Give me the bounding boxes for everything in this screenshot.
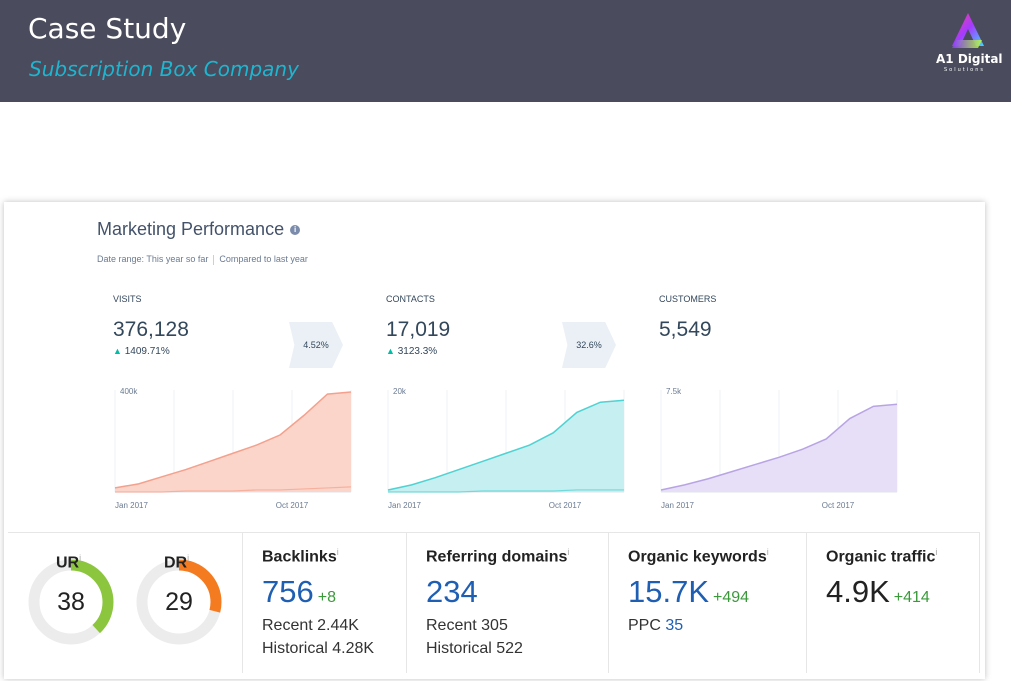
info-icon[interactable]: i [935,547,938,557]
info-icon[interactable]: i [79,553,82,563]
organic-keywords-panel: Organic keywordsi 15.7K +494 PPC 35 [608,533,806,673]
referring-title: Referring domainsi [426,547,569,566]
traffic-title-text: Organic traffic [826,548,936,566]
page-title: Case Study [28,12,187,45]
info-icon[interactable]: i [290,225,301,236]
ur-label-text: UR [56,554,80,572]
page-subtitle: Subscription Box Company [29,57,299,81]
keywords-title: Organic keywordsi [628,547,769,566]
series-line [114,391,352,489]
series-line [387,399,625,491]
customers-chart: 7.5k Jan 2017 Oct 2017 [660,387,898,510]
x-tick-label: Jan 2017 [115,501,148,510]
traffic-number: 4.9K [826,574,890,609]
header-bar: Case Study Subscription Box Company A1 D… [0,0,1011,102]
logo-text: A1 Digital [936,52,1003,66]
series-line [660,403,898,491]
conversion-arrow: 4.52% [289,322,343,368]
x-tick-label: Jan 2017 [388,501,421,510]
x-tick-label: Jan 2017 [661,501,694,510]
traffic-value[interactable]: 4.9K +414 [826,574,930,610]
dr-label: DRi [164,553,189,572]
kpi-contacts: CONTACTS 17,019 ▲ 3123.3% [386,294,626,357]
kpi-label: VISITS [113,294,142,304]
referring-domains-panel: Referring domainsi 234 Recent 305 Histor… [406,533,608,673]
kpi-customers: CUSTOMERS 5,549 [659,294,899,342]
previous-year-line [388,489,624,493]
divider [213,254,215,265]
kpi-growth: ▲ 3123.3% [386,346,626,357]
backlinks-number: 756 [262,574,314,609]
date-range-text: Date range: This year so far [97,254,209,264]
y-max-label: 20k [393,387,407,396]
dr-value: 29 [165,588,193,616]
marketing-performance-title: Marketing Performance i [97,219,301,240]
traffic-title: Organic traffici [826,547,937,566]
info-icon[interactable]: i [766,547,769,557]
x-tick-label: Oct 2017 [822,501,855,510]
kpi-growth-text: 1409.71% [124,346,170,357]
ur-value: 38 [57,588,85,616]
backlinks-panel: Backlinksi 756 +8 Recent 2.44K Historical… [242,533,406,673]
organic-traffic-panel: Organic traffici 4.9K +414 [806,533,980,673]
up-triangle-icon: ▲ [113,346,122,356]
visits-chart: 400k Jan 2017 Oct 2017 [114,387,352,510]
backlinks-title: Backlinksi [262,547,339,566]
kpi-growth-text: 3123.3% [397,346,438,357]
up-triangle-icon: ▲ [386,346,395,356]
gauge-arc [28,559,114,645]
info-icon[interactable]: i [336,547,339,557]
keywords-title-text: Organic keywords [628,548,767,566]
marketing-title-text: Marketing Performance [97,219,285,239]
compared-text: Compared to last year [219,254,308,264]
previous-year-line [115,486,352,493]
kpi-value: 5,549 [659,318,712,341]
backlinks-value[interactable]: 756 +8 [262,574,336,610]
x-tick-label: Oct 2017 [549,501,582,510]
referring-recent: Recent 305 [426,617,508,634]
kpi-value: 376,128 [113,318,189,341]
backlinks-title-text: Backlinks [262,548,337,566]
company-logo: A1 Digital Solutions [932,10,1006,80]
series-area [115,392,351,492]
ppc-label: PPC [628,617,661,634]
y-max-label: 7.5k [666,387,682,396]
kpi-visits: VISITS 376,128 ▲ 1409.71% [113,294,353,357]
keywords-value[interactable]: 15.7K +494 [628,574,749,610]
seo-metrics-strip: URi 38 DRi 29 Backlinksi 756 +8 Recent 2.… [8,532,980,673]
keywords-number: 15.7K [628,574,710,609]
ur-ring [28,559,114,645]
backlinks-recent: Recent 2.44K [262,617,359,634]
contacts-chart: 20k Jan 2017 Oct 2017 [387,387,625,510]
traffic-delta: +414 [893,589,930,606]
series-area [661,404,897,492]
x-tick-label: Oct 2017 [276,501,309,510]
info-icon[interactable]: i [187,553,190,563]
keywords-delta: +494 [713,589,750,606]
info-icon[interactable]: i [567,547,570,557]
ur-gauge: URi 38 [26,539,126,649]
ppc-value[interactable]: 35 [665,617,684,634]
performance-card: Marketing Performance i Date range: This … [4,202,985,679]
referring-title-text: Referring domains [426,548,568,566]
referring-historical: Historical 522 [426,640,523,657]
logo-tagline: Solutions [944,67,985,73]
backlinks-historical: Historical 4.28K [262,640,375,657]
y-max-label: 400k [120,387,138,396]
dr-label-text: DR [164,554,188,572]
referring-value[interactable]: 234 [426,574,478,609]
kpi-growth: ▲ 1409.71% [113,346,353,357]
kpi-label: CUSTOMERS [659,294,717,304]
kpi-value: 17,019 [386,318,451,341]
conversion-arrow: 32.6% [562,322,616,368]
gauge-arc [136,559,222,645]
ur-label: URi [56,553,81,572]
logo-mark-icon [952,13,984,48]
dr-ring [136,559,222,645]
date-range-filter[interactable]: Date range: This year so far Compared to … [97,254,308,265]
dr-gauge: DRi 29 [134,539,234,649]
ppc-line: PPC 35 [628,617,683,635]
kpi-label: CONTACTS [386,294,435,304]
backlinks-delta: +8 [317,589,336,606]
